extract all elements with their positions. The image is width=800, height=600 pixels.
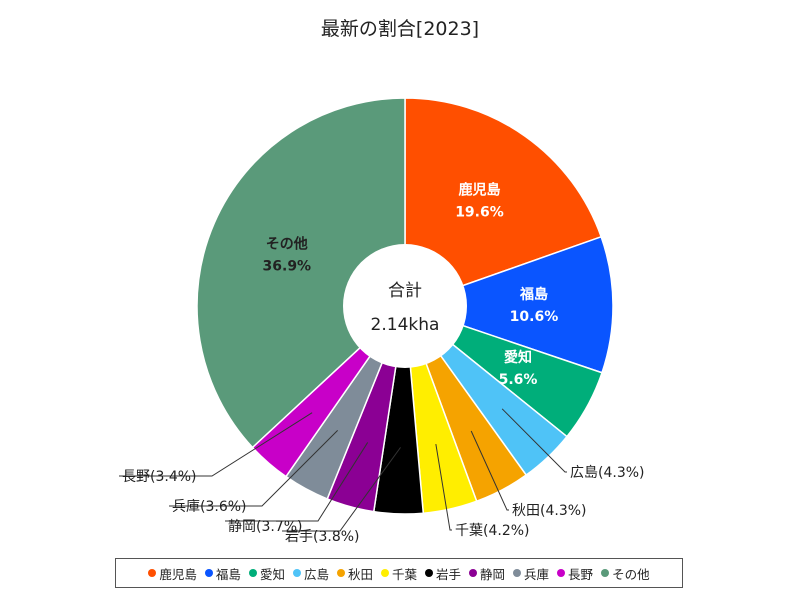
slice-name-label-1: 鹿児島 (457, 182, 500, 199)
legend-item-3: 愛知 (248, 564, 285, 583)
pie-slice-2 (402, 235, 614, 374)
leader-line-6 (435, 443, 452, 531)
leader-line-8 (225, 442, 369, 522)
chart-title: 最新の割合[2023] (320, 18, 480, 40)
leader-line-9 (169, 430, 338, 507)
legend-label-10: 長野 (568, 566, 594, 582)
center-total-title: 合計 (388, 281, 422, 301)
legend-swatch-4 (292, 569, 301, 577)
legend: 鹿児島 福島 愛知 広島 秋田 千葉 岩手 静岡 兵庫 長野 その他 (115, 558, 683, 588)
leader-line-10 (119, 412, 313, 477)
slice-name-label-3: 愛知 (504, 349, 532, 366)
slice-label-7: 岩手(3.8%) (285, 529, 360, 545)
slice-name-label-11: その他 (266, 235, 308, 252)
legend-swatch-10 (557, 569, 566, 577)
slice-value-label-3: 5.6% (499, 372, 538, 388)
legend-item-9: 兵庫 (513, 564, 549, 583)
slice-value-label-2: 10.6% (510, 309, 559, 325)
legend-swatch-5 (336, 569, 345, 577)
slice-value-label-1: 19.6% (455, 205, 504, 221)
legend-item-8: 静岡 (469, 564, 505, 583)
legend-item-4: 広島 (292, 564, 329, 583)
slice-labels: 鹿児島 19.6% 福島 10.6% 愛知 5.6% 広島(4.3%) 秋田(4.3%) 千葉(… (122, 182, 645, 545)
legend-item-6: 千葉 (380, 564, 417, 583)
slice-label-8: 静岡(3.7%) (228, 519, 303, 535)
slice-label-6: 千葉(4.2%) (455, 523, 530, 539)
legend-swatch-3 (248, 569, 257, 577)
legend-label-3: 愛知 (259, 566, 285, 582)
legend-swatch-6 (380, 569, 389, 577)
legend-item-10: 長野 (557, 564, 593, 583)
legend-label-2: 福島 (215, 566, 241, 582)
slice-label-4: 広島(4.3%) (570, 465, 645, 481)
legend-swatch-11 (601, 569, 610, 577)
pie-slice-11 (196, 97, 406, 449)
legend-label-11: その他 (612, 566, 650, 582)
legend-swatch-1 (148, 569, 157, 577)
legend-item-5: 秋田 (336, 564, 373, 583)
legend-item-2: 福島 (204, 564, 241, 583)
legend-label-6: 千葉 (391, 566, 417, 582)
legend-swatch-8 (469, 569, 478, 577)
legend-label-8: 静岡 (480, 566, 506, 582)
center-total-value: 2.14kha (371, 315, 440, 335)
legend-swatch-9 (513, 569, 522, 577)
slice-label-9: 兵庫(3.6%) (172, 498, 247, 515)
slice-value-label-11: 36.9% (263, 258, 312, 274)
leader-line-5 (470, 430, 509, 511)
legend-label-7: 岩手 (436, 566, 462, 582)
slice-name-label-2: 福島 (519, 286, 548, 303)
legend-label-4: 広島 (303, 566, 329, 582)
legend-item-11: その他 (601, 564, 650, 583)
legend-item-7: 岩手 (425, 564, 461, 583)
leader-line-4 (501, 408, 567, 473)
slice-label-5: 秋田(4.3%) (512, 503, 587, 519)
slice-label-10: 長野(3.4%) (122, 469, 197, 485)
legend-label-5: 秋田 (347, 566, 373, 582)
legend-swatch-2 (204, 569, 213, 577)
legend-swatch-7 (425, 569, 433, 577)
legend-label-9: 兵庫 (524, 566, 550, 582)
leader-line-7 (282, 447, 401, 532)
leader-lines (119, 408, 567, 532)
legend-label-1: 鹿児島 (159, 566, 197, 582)
center-hole (343, 244, 467, 368)
legend-item-1: 鹿児島 (148, 564, 197, 583)
